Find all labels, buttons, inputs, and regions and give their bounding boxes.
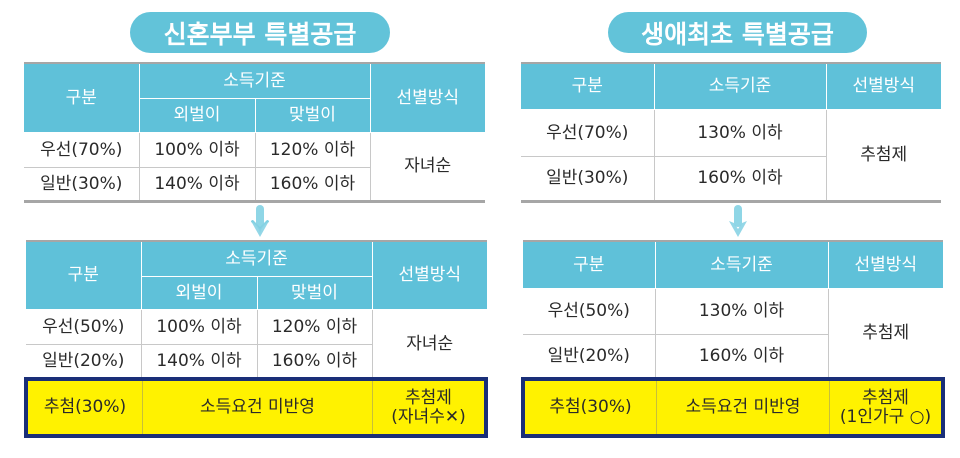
header-category: 구분 [26,240,142,310]
row-category: 우선(50%) [26,308,142,345]
first-home-before-table: 구분 소득기준 선별방식 우선(70%) 130% 이하 추첨제 일반(30%)… [521,62,941,203]
table-row: 일반(20%) 140% 이하 160% 이하 [26,343,487,378]
header-method: 선별방식 [827,240,943,289]
header-category: 구분 [523,240,656,289]
highlight-method-line2: (1인가구 ○) [839,406,932,427]
row-method: 자녀순 [369,131,485,203]
row-method: 추첨제 [825,108,941,203]
header-income: 소득기준 [654,240,829,289]
table-row: 일반(30%) 160% 이하 [521,155,941,203]
header-method: 선별방식 [369,62,485,133]
row-single: 140% 이하 [140,343,258,378]
row-dual: 120% 이하 [256,308,373,345]
highlight-method: 추첨제 (1인가구 ○) [830,381,941,434]
row-income: 160% 이하 [654,333,828,378]
header-method: 선별방식 [825,62,941,110]
newlywed-title: 신혼부부 특별공급 [163,19,357,49]
header-dual-income: 맞벌이 [256,275,372,310]
header-category: 구분 [24,62,140,133]
highlight-category: 추첨(30%) [525,381,657,434]
row-dual: 120% 이하 [254,131,371,168]
header-income: 소득기준 [138,62,371,99]
row-category: 일반(20%) [523,333,656,378]
row-category: 우선(70%) [521,108,655,157]
highlight-method-line1: 추첨제 [862,387,909,408]
row-single: 100% 이하 [140,308,258,345]
highlight-method-line2: (자녀수✕) [391,406,466,427]
table-row: 일반(30%) 140% 이하 160% 이하 [24,166,485,203]
row-method: 추첨제 [827,287,943,378]
header-single-income: 외벌이 [141,275,258,310]
highlight-income: 소득요건 미반영 [143,381,373,434]
newlywed-before-table: 구분 소득기준 선별방식 외벌이 맞벌이 우선(70%) 100% 이하 120… [24,62,485,203]
highlight-category: 추첨(30%) [28,381,143,434]
first-home-title-pill: 생애최초 특별공급 [608,12,867,53]
highlight-income: 소득요건 미반영 [657,381,830,434]
table-row: 우선(50%) 100% 이하 120% 이하 자녀순 [26,308,487,378]
row-income: 160% 이하 [653,155,826,203]
row-category: 일반(30%) [24,166,140,203]
first-home-title: 생애최초 특별공급 [641,19,834,49]
row-dual: 160% 이하 [256,343,372,378]
newlywed-title-pill: 신혼부부 특별공급 [130,12,390,53]
row-income: 130% 이하 [654,287,829,335]
row-single: 100% 이하 [138,131,256,168]
row-method: 자녀순 [371,308,487,378]
table-row: 우선(50%) 130% 이하 추첨제 [523,287,943,378]
newlywed-after-table: 구분 소득기준 선별방식 외벌이 맞벌이 우선(50%) 100% 이하 120… [26,240,487,378]
row-income: 130% 이하 [653,108,827,157]
first-home-after-table: 구분 소득기준 선별방식 우선(50%) 130% 이하 추첨제 일반(20%)… [523,240,943,378]
newlywed-lottery-highlight-row: 추첨(30%) 소득요건 미반영 추첨제 (자녀수✕) [24,377,488,438]
highlight-method-line1: 추첨제 [405,387,452,408]
table-row: 일반(20%) 160% 이하 [523,333,943,378]
row-category: 일반(20%) [26,343,142,378]
header-dual-income: 맞벌이 [254,97,370,133]
table-row: 우선(70%) 130% 이하 추첨제 [521,108,941,203]
row-category: 일반(30%) [521,155,655,203]
header-income: 소득기준 [140,240,373,277]
first-home-lottery-highlight-row: 추첨(30%) 소득요건 미반영 추첨제 (1인가구 ○) [521,377,945,438]
down-arrow-icon [251,205,269,237]
header-income: 소득기준 [653,62,827,110]
header-single-income: 외벌이 [139,97,256,133]
row-category: 우선(70%) [24,131,140,168]
row-dual: 160% 이하 [254,166,370,203]
header-category: 구분 [521,62,655,110]
highlight-method: 추첨제 (자녀수✕) [373,381,484,434]
row-single: 140% 이하 [138,166,256,203]
row-category: 우선(50%) [523,287,656,335]
down-arrow-icon [729,205,747,237]
header-method: 선별방식 [371,240,487,310]
table-row: 우선(70%) 100% 이하 120% 이하 자녀순 [24,131,485,203]
